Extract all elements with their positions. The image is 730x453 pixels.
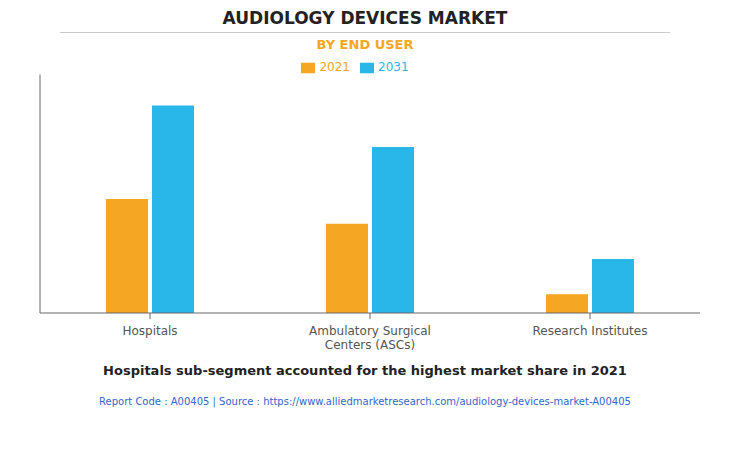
html-text:AUDIOLOGY DEVICES MARKET: AUDIOLOGY DEVICES MARKET (222, 8, 508, 28)
svg-text:Research Institutes: Research Institutes (533, 324, 648, 338)
svg-text:Ambulatory SurgicalCenters (AS: Ambulatory SurgicalCenters (ASCs) (309, 324, 431, 352)
html-text:BY END USER: BY END USER (316, 37, 414, 52)
html-text:2021: 2021 (319, 60, 350, 74)
html-text:2031: 2031 (378, 60, 409, 74)
html-text:Hospitals sub-segment accounte: Hospitals sub-segment accounted for the … (103, 363, 627, 378)
svg-text:Hospitals: Hospitals (122, 324, 177, 338)
html-text:Report Code : A00405 | Source: Report Code : A00405 | Source : https://… (99, 396, 631, 407)
